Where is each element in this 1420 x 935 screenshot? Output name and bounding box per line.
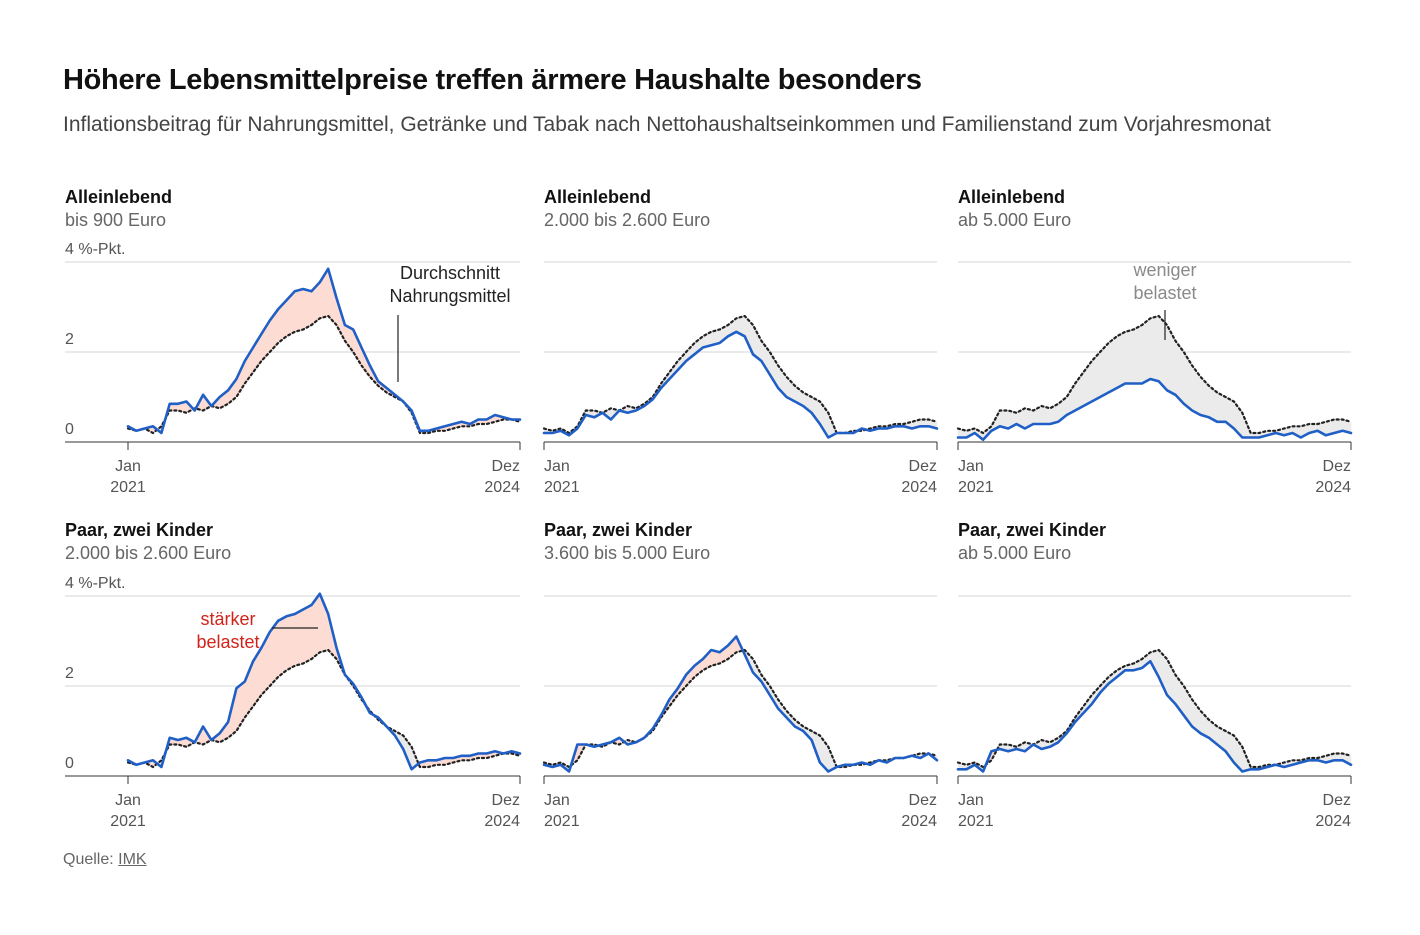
x-tick-label: Dez 2024 [901, 792, 937, 830]
source-link[interactable]: IMK [118, 851, 147, 868]
panel-subtitle: ab 5.000 Euro [958, 543, 1072, 563]
page-title: Höhere Lebensmittelpreise treffen ärmere… [63, 64, 922, 96]
source-label: Quelle: [63, 851, 114, 868]
series-line [126, 267, 522, 435]
panel-title: Alleinlebend [65, 187, 173, 207]
difference-area [294, 609, 304, 667]
x-tick-label: Dez 2024 [484, 458, 520, 496]
annotation: Durchschnitt Nahrungsmittel [389, 263, 511, 306]
panel-title: Paar, zwei Kinder [544, 520, 693, 540]
panel-subtitle: 2.000 bis 2.600 Euro [65, 543, 232, 563]
x-tick-label: Dez 2024 [484, 792, 520, 830]
x-tick-label: Dez 2024 [901, 458, 937, 496]
x-tick-label: Dez 2024 [1315, 792, 1351, 830]
series-line [542, 635, 939, 773]
difference-area [302, 288, 312, 330]
average-line [126, 314, 522, 435]
y-tick-label: 2 [65, 331, 74, 348]
average-line [126, 648, 522, 769]
panel-subtitle: ab 5.000 Euro [958, 210, 1072, 230]
x-tick-label: Jan 2021 [110, 458, 146, 496]
panel-title: Paar, zwei Kinder [958, 520, 1107, 540]
y-tick-label: 4 %-Pkt. [65, 241, 126, 258]
panel-title: Paar, zwei Kinder [65, 520, 214, 540]
difference-area [302, 604, 312, 664]
average-line [542, 648, 939, 769]
series-line [956, 660, 1353, 773]
series-line [956, 377, 1353, 442]
difference-area [1116, 331, 1126, 389]
panel-title: Alleinlebend [544, 187, 652, 207]
average-line [956, 648, 1353, 769]
series-line [542, 330, 939, 439]
series-line [126, 592, 522, 771]
y-tick-label: 0 [65, 421, 74, 438]
difference-area [1183, 351, 1193, 412]
panel-subtitle: 3.600 bis 5.000 Euro [544, 543, 711, 563]
x-tick-label: Jan 2021 [958, 792, 994, 830]
average-line [956, 314, 1353, 435]
x-tick-label: Dez 2024 [1315, 458, 1351, 496]
panel-title: Alleinlebend [958, 187, 1066, 207]
x-tick-label: Jan 2021 [544, 792, 580, 830]
x-tick-label: Jan 2021 [544, 458, 580, 496]
difference-area [1141, 317, 1151, 384]
difference-area [1124, 329, 1134, 384]
difference-area [1108, 335, 1118, 393]
page-subtitle: Inflationsbeitrag für Nahrungsmittel, Ge… [63, 113, 1271, 136]
y-tick-label: 4 %-Pkt. [65, 575, 126, 592]
annotation: weniger belastet [1133, 260, 1197, 303]
difference-area [1133, 324, 1143, 384]
panel-subtitle: bis 900 Euro [65, 210, 167, 230]
difference-area [1166, 324, 1176, 396]
x-tick-label: Jan 2021 [110, 792, 146, 830]
difference-area [1158, 315, 1168, 391]
average-line [542, 314, 939, 435]
source: Quelle: IMK [63, 851, 147, 869]
difference-area [294, 288, 304, 333]
panel-subtitle: 2.000 bis 2.600 Euro [544, 210, 711, 230]
y-tick-label: 2 [65, 665, 74, 682]
difference-area [1150, 315, 1159, 382]
annotation: stärker belastet [196, 609, 260, 652]
y-tick-label: 0 [65, 755, 74, 772]
difference-area [1191, 364, 1201, 416]
x-tick-label: Jan 2021 [958, 458, 994, 496]
